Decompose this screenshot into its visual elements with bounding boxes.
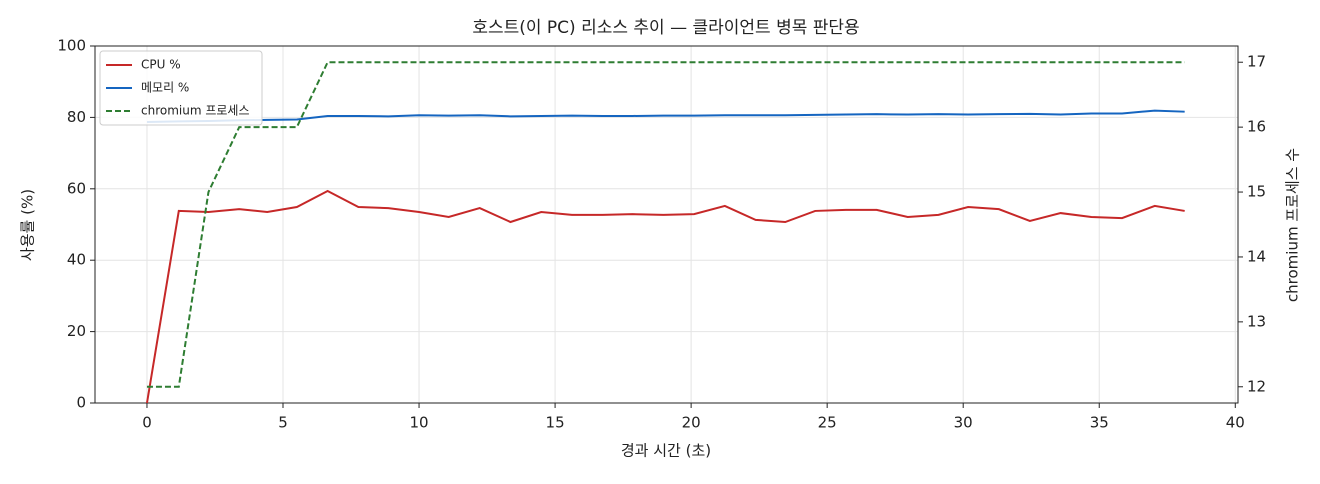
y-tick-label: 80 (67, 108, 86, 126)
y2-axis-label: chromium 프로세스 수 (1284, 148, 1302, 302)
x-tick-label: 25 (818, 414, 837, 432)
legend-label: 메모리 % (141, 81, 189, 95)
y-tick-label: 40 (67, 251, 86, 269)
data-line (146, 109, 1185, 124)
y-tick-label: 100 (57, 37, 86, 55)
y-tick-label: 60 (67, 179, 86, 197)
x-axis-label: 경과 시간 (초) (621, 442, 711, 460)
x-tick-label: 30 (954, 414, 973, 432)
y2-tick-label: 16 (1247, 118, 1266, 136)
legend-label: chromium 프로세스 (141, 104, 250, 118)
y-axis-label: 사용률 (%) (19, 189, 37, 261)
y2-tick-label: 15 (1247, 183, 1266, 201)
y2-tick-label: 13 (1247, 312, 1266, 330)
y-tick-label: 20 (67, 322, 86, 340)
y-tick-label: 0 (76, 394, 86, 412)
x-tick-label: 40 (1226, 414, 1245, 432)
x-tick-label: 5 (278, 414, 288, 432)
x-tick-label: 35 (1090, 414, 1109, 432)
plot-frame (94, 45, 1239, 404)
x-tick-label: 15 (546, 414, 565, 432)
y2-tick-label: 14 (1247, 247, 1266, 265)
data-line (145, 189, 1185, 404)
y2-tick-label: 12 (1247, 377, 1266, 395)
x-tick-label: 0 (142, 414, 152, 432)
y2-tick-label: 17 (1247, 53, 1266, 71)
x-tick-label: 20 (682, 414, 701, 432)
legend-box (99, 50, 263, 126)
x-tick-label: 10 (409, 414, 428, 432)
data-line (146, 61, 1185, 388)
chart-title: 호스트(이 PC) 리소스 추이 — 클라이언트 병목 판단용 (472, 18, 859, 38)
legend-label: CPU % (141, 58, 181, 72)
